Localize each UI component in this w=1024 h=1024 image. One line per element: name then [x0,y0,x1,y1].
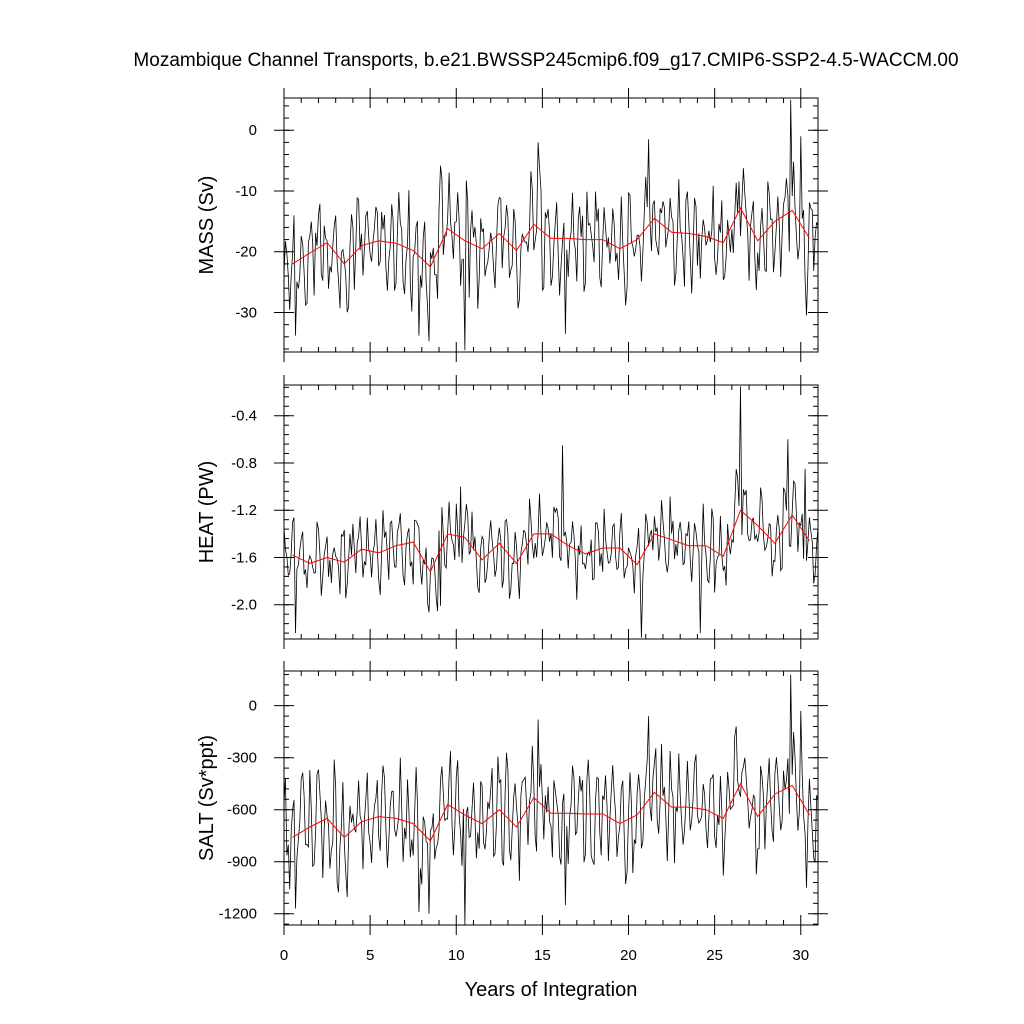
heat-y-axis-label: HEAT (PW) [196,461,218,564]
mass-frame [283,97,819,353]
mass-y-axis-label: MASS (Sv) [196,176,218,275]
x-tick-label: 20 [620,947,637,964]
heat-y-tick-label: -1.2 [231,502,257,519]
mass-panel: -30 -20 -10 0 MASS (Sv) [196,88,828,362]
salt-y-tick-label: 0 [249,698,257,715]
heat-y-tick-label: -0.4 [231,408,257,425]
salt-y-tick-label: -1200 [219,906,257,923]
mass-monthly-series [283,99,819,351]
x-axis-label: Years of Integration [465,979,638,1001]
x-tick-label: 30 [792,947,809,964]
salt-y-tick-label: -600 [227,802,257,819]
salt-annual-series [292,782,810,842]
salt-panel: 0 5 10 15 20 25 30 -1200 -900 -600 -300 0 SALT (Sv*p… [196,661,828,964]
x-tick-label: 25 [706,947,723,964]
heat-y-tick-label: -1.6 [231,549,257,566]
heat-y-tick-label: -2.0 [231,597,257,614]
salt-y-tick-label: -300 [227,750,257,767]
x-tick-label: 10 [448,947,465,964]
heat-annual-series [292,509,810,573]
mass-y-tick-label: -20 [235,244,257,261]
heat-frame [283,384,819,640]
salt-frame [283,670,819,926]
mass-y-tick-label: 0 [249,122,257,139]
salt-y-axis-label: SALT (Sv*ppt) [196,735,218,861]
salt-monthly-series [283,674,819,926]
x-tick-label: 5 [366,947,374,964]
mass-y-tick-label: -10 [235,183,257,200]
x-tick-label: 0 [280,947,288,964]
mass-annual-series [292,206,810,268]
heat-monthly-series [283,386,819,638]
salt-y-tick-label: -900 [227,854,257,871]
chart-title: Mozambique Channel Transports, b.e21.BWS… [133,50,958,71]
heat-panel: -2.0 -1.6 -1.2 -0.8 -0.4 HEAT (PW) [196,375,828,649]
heat-y-tick-label: -0.8 [231,455,257,472]
x-tick-label: 15 [534,947,551,964]
mass-y-tick-label: -30 [235,305,257,322]
